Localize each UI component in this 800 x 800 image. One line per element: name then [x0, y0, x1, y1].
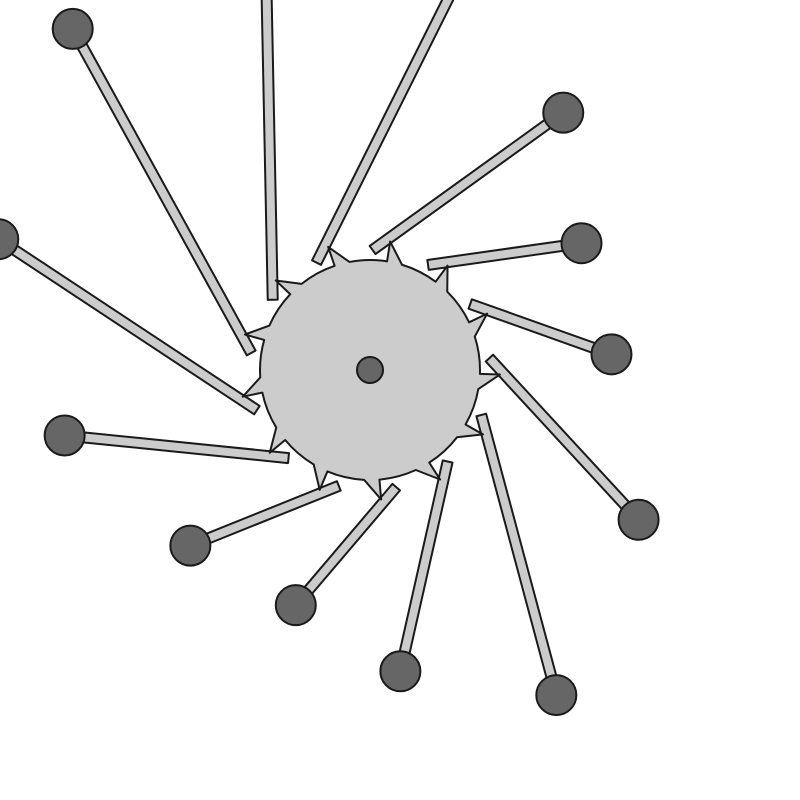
spoke-ball	[536, 675, 576, 715]
gear-spoke-diagram	[0, 0, 800, 800]
spoke-ball	[45, 415, 85, 455]
spoke-ball	[170, 526, 210, 566]
spoke-ball	[53, 9, 93, 49]
hub	[357, 357, 383, 383]
spoke-ball	[276, 585, 316, 625]
spoke-ball	[562, 223, 602, 263]
spoke-ball	[380, 651, 420, 691]
spoke-ball	[619, 500, 659, 540]
spoke-ball	[543, 93, 583, 133]
spoke-ball	[591, 334, 631, 374]
